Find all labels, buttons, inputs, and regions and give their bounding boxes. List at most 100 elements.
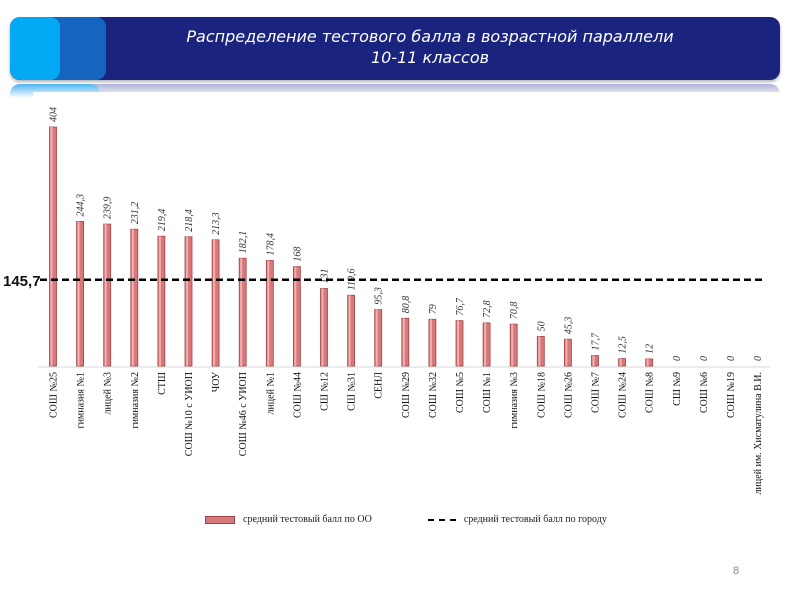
bar [238, 257, 247, 367]
data-label: 213,3 [211, 212, 222, 235]
category-label: СШ №12 [320, 372, 331, 411]
category-label: лицей №3 [103, 372, 114, 415]
data-label: 45,3 [563, 317, 574, 335]
category-label: лицей им. Хисматулина В.И. [753, 372, 764, 494]
legend-dash-swatch [427, 518, 456, 521]
bar [347, 294, 356, 367]
data-label: 76,7 [455, 297, 466, 316]
category-label: СОШ №44 [292, 372, 303, 418]
bar [76, 221, 84, 367]
data-label: 80,8 [401, 296, 412, 314]
category-label: СОШ №10 с УИОП [184, 372, 195, 456]
category-label: гимназия №2 [130, 372, 141, 429]
legend-bar-swatch [205, 515, 235, 524]
bar-highlight [619, 358, 622, 366]
data-label: 0 [726, 356, 737, 361]
title-banner [10, 17, 780, 80]
category-label: СОШ №25 [49, 372, 60, 418]
category-label: СОШ №46 с УИОП [238, 372, 249, 456]
bar [184, 236, 193, 367]
category-label: лицей №1 [265, 372, 276, 415]
bar [401, 317, 410, 367]
category-label: СОШ №5 [455, 372, 466, 413]
data-label: 70,8 [509, 302, 520, 320]
category-label: СОШ №6 [699, 372, 710, 413]
bar [157, 235, 166, 367]
bar [265, 260, 274, 367]
bar [645, 358, 654, 367]
bar-highlight [104, 224, 107, 366]
bar [536, 336, 545, 367]
category-label: СОШ №1 [482, 372, 493, 413]
bar [103, 223, 112, 367]
bar-highlight [267, 260, 270, 366]
bar-highlight [348, 295, 351, 366]
data-label: 131 [320, 269, 331, 284]
data-label: 79 [428, 304, 439, 314]
data-label: 219,4 [157, 209, 168, 232]
bar [564, 338, 572, 367]
bar-highlight [213, 239, 216, 366]
data-label: 0 [672, 356, 683, 361]
legend: средний тестовый балл по ОО средний тест… [205, 514, 607, 525]
category-label: СОШ №26 [563, 372, 574, 418]
data-label: 218,4 [184, 209, 195, 232]
data-label: 168 [292, 247, 303, 262]
category-label: СШ №9 [672, 372, 683, 406]
bar-highlight [77, 221, 80, 366]
title-line-1: Распределение тестового балла в возрастн… [186, 27, 674, 46]
bar-highlight [240, 258, 243, 366]
bar-highlight [131, 229, 134, 366]
data-label: 50 [536, 321, 547, 331]
category-label: СОШ №8 [645, 372, 656, 413]
bar-highlight [565, 339, 568, 366]
bar [320, 288, 328, 367]
category-label: СОШ №19 [726, 372, 737, 418]
category-label: СОШ №18 [536, 372, 547, 418]
bar [374, 309, 383, 367]
bar-highlight [484, 322, 487, 366]
title-line-2: 10-11 классов [370, 48, 490, 67]
bar-highlight [375, 309, 378, 366]
category-label: СОШ №7 [591, 372, 602, 413]
page-number: 8 [733, 565, 740, 577]
bar [455, 320, 464, 367]
bar-highlight [294, 266, 297, 366]
data-label: 231,2 [130, 202, 141, 225]
data-label: 239,9 [103, 197, 114, 220]
bar [428, 318, 437, 367]
bar-highlight [50, 127, 53, 366]
legend-series-label: средний тестовый балл по ОО [243, 514, 372, 525]
category-label: СОШ №32 [428, 372, 439, 418]
data-label: 95,3 [374, 287, 385, 305]
data-label: 12,5 [618, 336, 629, 354]
bar-highlight [511, 324, 514, 366]
bar [509, 323, 518, 367]
city-average-label: 145,7 [3, 273, 41, 290]
bar [49, 126, 57, 367]
bar-highlight [592, 355, 595, 366]
bar-highlight [158, 236, 161, 366]
category-label: гимназия №1 [76, 372, 87, 429]
bar [482, 322, 491, 367]
category-label: СЕНЛ [374, 372, 385, 399]
data-label: 182,1 [238, 231, 249, 254]
bar [618, 358, 626, 367]
bar-highlight [646, 358, 649, 366]
data-label: 178,4 [265, 233, 276, 256]
data-label: 404 [49, 107, 60, 122]
data-label: 0 [699, 356, 710, 361]
category-label: СОШ №24 [618, 372, 629, 418]
bar [130, 228, 139, 367]
category-label: СТШ [157, 372, 168, 395]
bar-highlight [321, 288, 324, 366]
slide-title: Распределение тестового балла в возрастн… [150, 26, 710, 68]
bar-highlight [402, 318, 405, 366]
bar [591, 355, 599, 367]
data-label: 17,7 [591, 332, 602, 351]
banner-accent-light [10, 17, 60, 80]
category-label: гимназия №3 [509, 372, 520, 429]
data-label: 72,8 [482, 300, 493, 318]
bar-highlight [538, 336, 541, 366]
legend-line-label: средний тестовый балл по городу [463, 514, 607, 525]
